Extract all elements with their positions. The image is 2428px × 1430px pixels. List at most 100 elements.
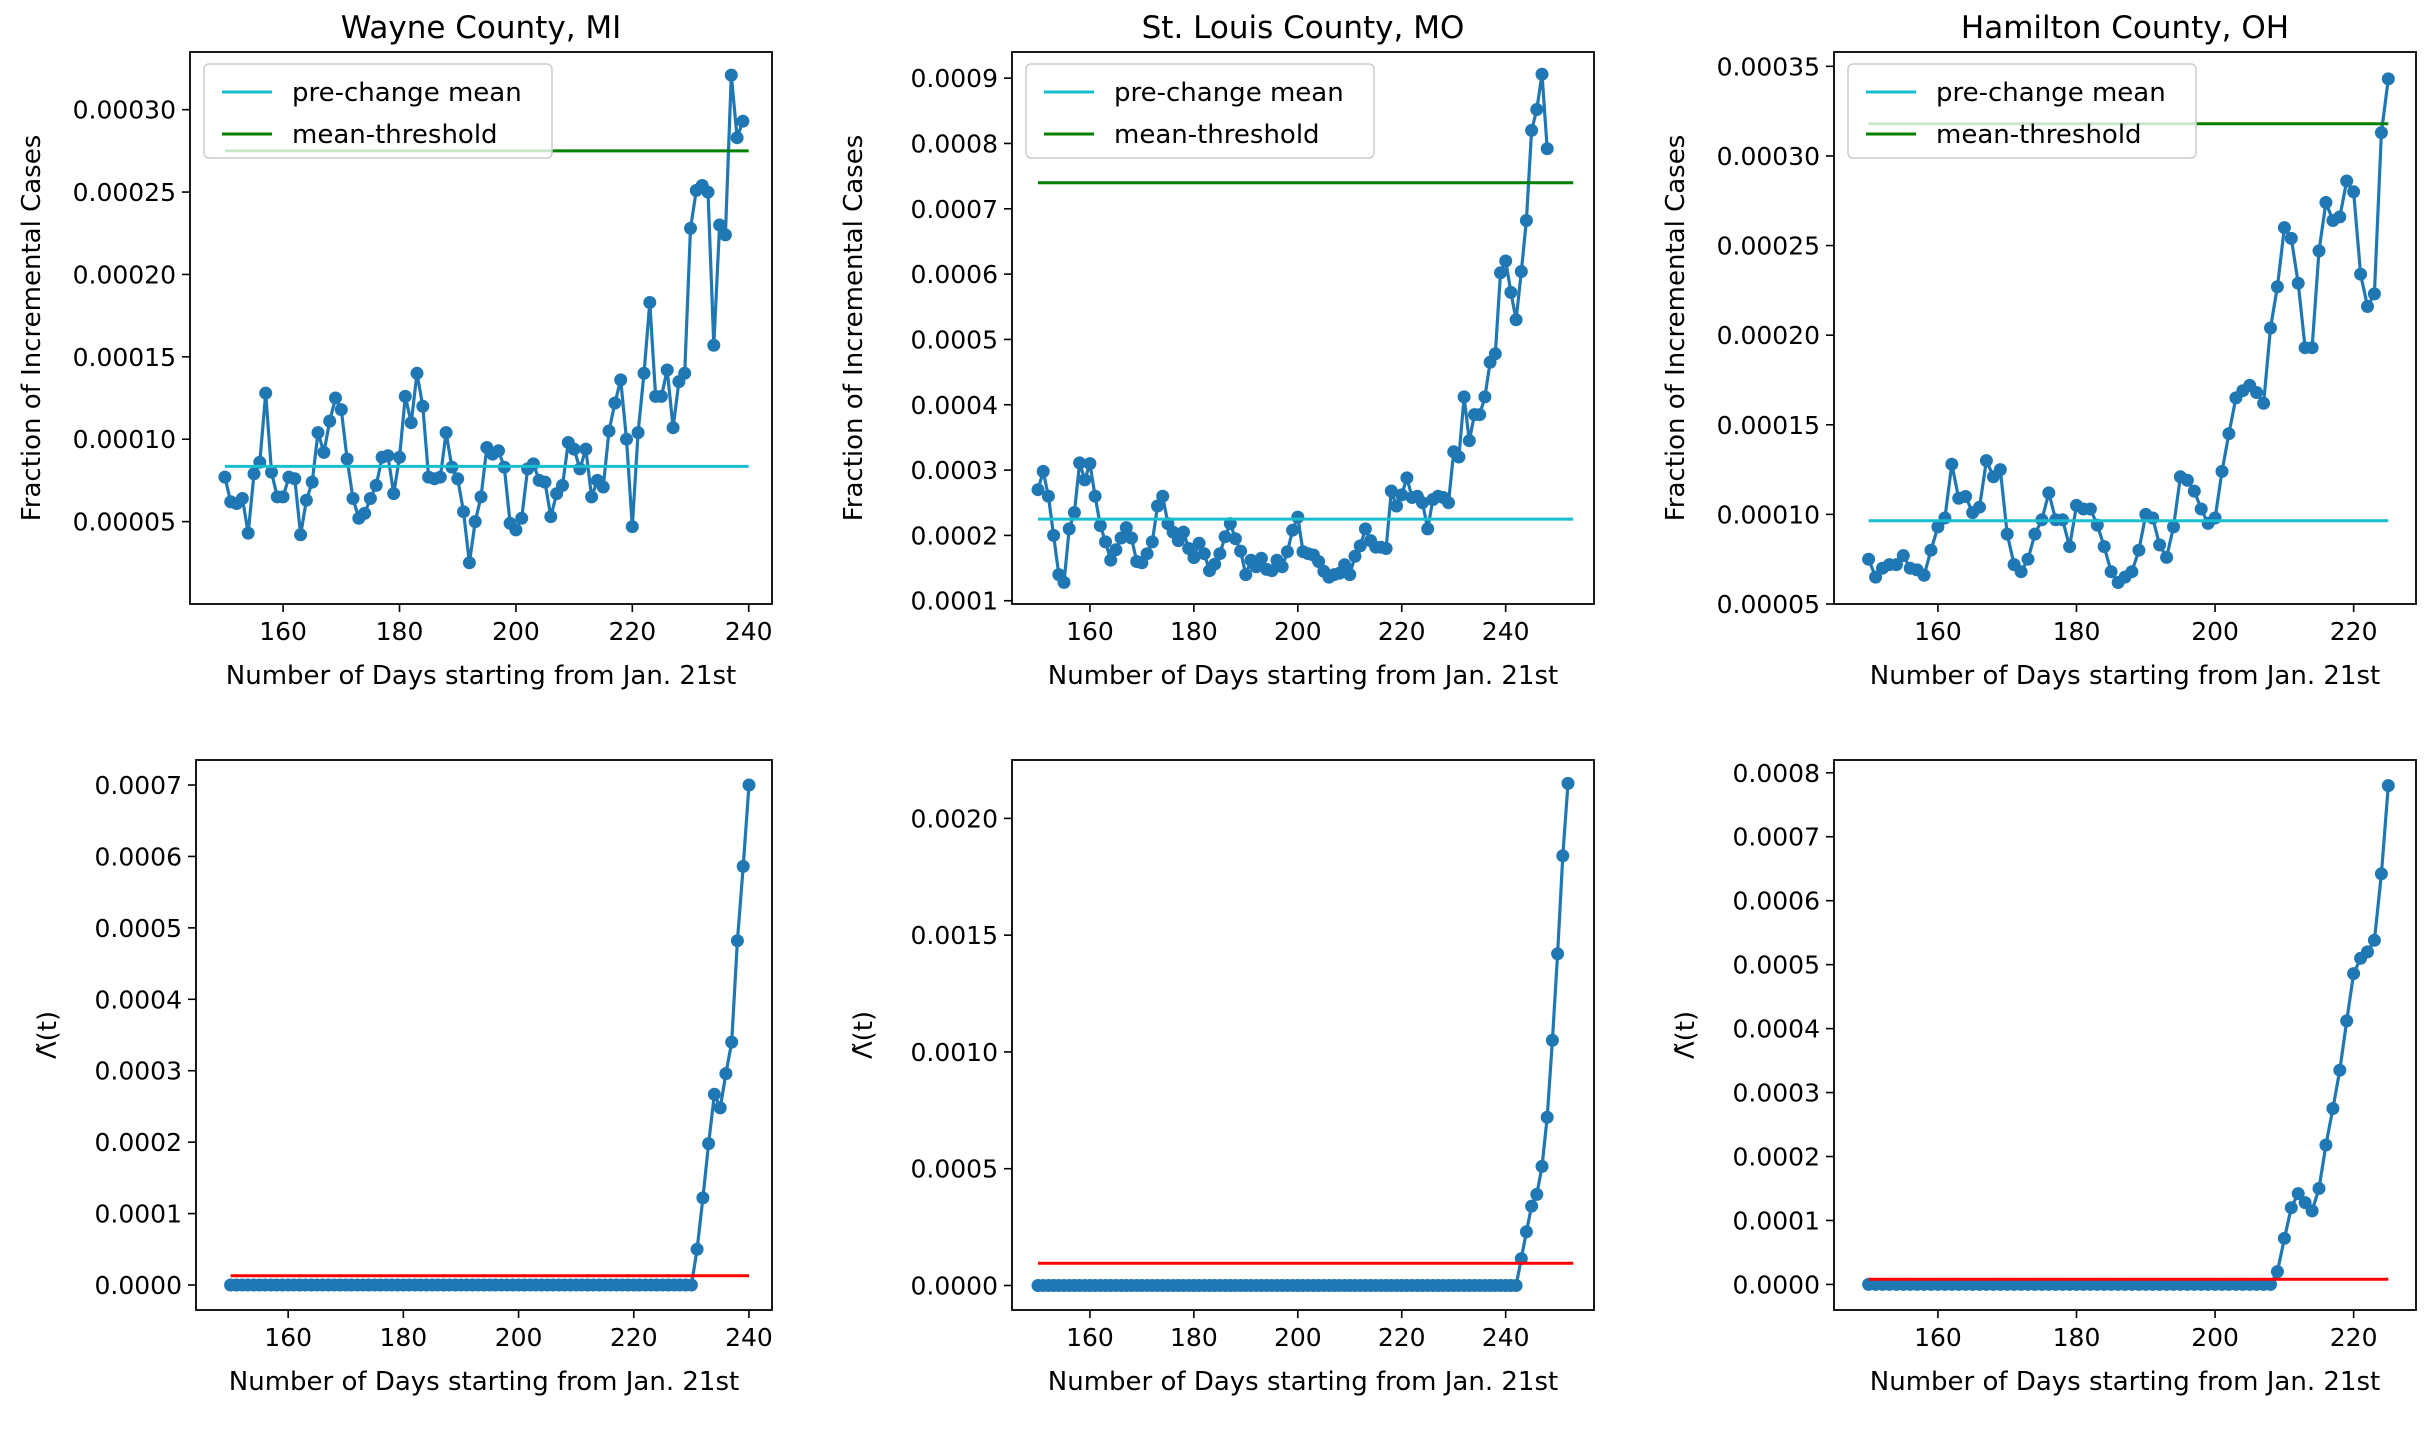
data-point (439, 426, 453, 440)
data-point (1078, 473, 1092, 487)
data-point (1218, 530, 1232, 544)
y-tick-label: 0.0002 (911, 521, 998, 550)
data-point (1280, 545, 1294, 559)
data-point (340, 452, 354, 466)
data-point (1509, 313, 1523, 327)
data-point (1535, 1159, 1549, 1173)
data-point (725, 1035, 739, 1049)
data-point (2374, 867, 2388, 881)
data-point (2257, 396, 2271, 410)
x-tick-label: 200 (2191, 617, 2239, 646)
data-point (724, 68, 738, 82)
data-point (515, 511, 529, 525)
data-point (235, 492, 249, 505)
data-point (1234, 544, 1248, 558)
data-point (2277, 1231, 2291, 1245)
x-tick-label: 200 (1274, 1323, 1322, 1352)
data-point (1109, 543, 1123, 557)
y-tick-label: 0.00005 (73, 508, 176, 537)
data-point (1488, 347, 1502, 361)
data-point (1192, 536, 1206, 550)
data-point (311, 426, 325, 440)
data-point (707, 338, 721, 352)
data-point (702, 1137, 716, 1151)
y-tick-label: 0.0004 (911, 391, 998, 420)
data-point (2291, 1187, 2305, 1201)
x-tick-label: 220 (610, 1323, 658, 1352)
legend-label: mean-threshold (292, 120, 498, 150)
data-point (2167, 520, 2180, 534)
data-point (1540, 1110, 1554, 1124)
data-point (1358, 522, 1372, 536)
data-point (317, 445, 331, 459)
data-point (1525, 1199, 1539, 1213)
data-point (1478, 390, 1492, 404)
x-axis-label: Number of Days starting from Jan. 21st (229, 1367, 739, 1397)
x-tick-label: 220 (1378, 617, 1426, 646)
data-point (2146, 511, 2160, 525)
y-tick-label: 0.0015 (911, 921, 998, 950)
data-point (468, 515, 482, 529)
chart-panel-3: 160 180 200 220 0.00005 0.00010 0.00015 0.00020… (1661, 10, 2417, 691)
x-tick-label: 160 (259, 617, 307, 646)
data-point (1530, 103, 1544, 116)
data-point (1156, 489, 1170, 503)
data-point (1993, 463, 2007, 477)
data-point (1924, 543, 1938, 557)
data-point (1265, 564, 1279, 578)
y-tick-label: 0.0005 (911, 1155, 998, 1184)
chart-panel-2: 160 180 200 220 240 0.0001 0.0002 0.0003 0.0004 0… (839, 10, 1595, 691)
axes-frame (1833, 759, 2417, 1311)
legend: pre-change mean mean-threshold (1847, 63, 2197, 159)
y-tick-label: 0.0003 (1733, 1079, 1820, 1108)
series-line-statistic (1038, 783, 1570, 1288)
data-point (398, 389, 412, 403)
y-axis-label: Fraction of Incremental Cases (1661, 135, 1691, 522)
data-point (2000, 527, 2014, 541)
x-tick-label: 180 (376, 617, 424, 646)
data-point (2028, 527, 2042, 541)
data-point (1514, 265, 1528, 278)
data-point (701, 185, 715, 199)
legend-label: mean-threshold (1114, 120, 1320, 150)
data-point (2277, 221, 2291, 235)
data-point (707, 1087, 721, 1101)
y-tick-label: 0.0001 (1733, 1206, 1820, 1235)
y-axis-label: Λ̃(t) (33, 1011, 63, 1059)
data-point (1945, 457, 1959, 471)
y-tick-label: 0.00035 (1717, 52, 1820, 81)
data-point (241, 526, 255, 540)
data-point (2125, 565, 2139, 579)
data-point (2291, 276, 2305, 290)
data-point (404, 416, 418, 430)
axes-frame (1011, 759, 1595, 1311)
y-axis-label: Λ̃(t) (1671, 1011, 1701, 1059)
y-tick-label: 0.0003 (911, 456, 998, 485)
data-point (1093, 519, 1107, 533)
data-point (2333, 210, 2347, 224)
x-axis-label: Number of Days starting from Jan. 21st (1048, 661, 1558, 691)
data-point (2367, 933, 2381, 947)
x-tick-label: 160 (1066, 1323, 1114, 1352)
y-tick-label: 0.00015 (1717, 411, 1820, 440)
data-point (1343, 568, 1357, 582)
data-point (1561, 776, 1575, 790)
y-axis-label: Fraction of Incremental Cases (839, 135, 869, 522)
data-point (1395, 488, 1409, 502)
data-point (1145, 535, 1159, 549)
data-point (696, 1191, 710, 1205)
data-point (1390, 499, 1403, 513)
chart-panel-4: 160 180 200 220 240 0.0000 0.0001 0.0002 0.0003 0… (33, 759, 773, 1397)
y-tick-label: 0.00025 (1717, 232, 1820, 261)
data-point (247, 467, 261, 481)
legend-label: pre-change mean (1936, 78, 2166, 108)
y-tick-label: 0.00005 (1717, 590, 1820, 619)
data-point (1530, 1187, 1544, 1201)
data-point (2361, 945, 2374, 959)
y-tick-label: 0.0008 (911, 129, 998, 158)
data-point (1239, 568, 1253, 582)
data-point (433, 470, 447, 484)
data-point (1862, 552, 1876, 566)
data-point (334, 403, 348, 417)
